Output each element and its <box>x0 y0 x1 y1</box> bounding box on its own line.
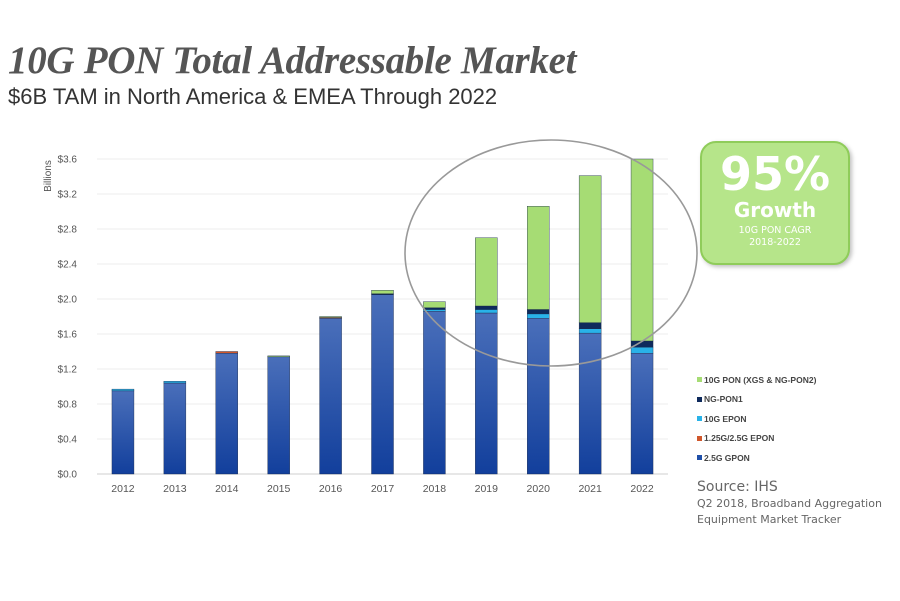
legend-swatch <box>697 455 702 461</box>
bar-segment-2-5g-gpon <box>527 318 550 475</box>
x-tick-label: 2013 <box>163 483 187 495</box>
source-detail-2: Equipment Market Tracker <box>697 513 842 526</box>
bar-segment-10g-epon <box>111 388 135 392</box>
y-tick-label: $2.4 <box>58 260 78 271</box>
bar-segment-2-5g-gpon <box>630 353 654 475</box>
bar-segment-2-5g-gpon <box>319 318 342 475</box>
source-detail-1: Q2 2018, Broadband Aggregation <box>697 497 882 510</box>
x-tick-label: 2021 <box>578 483 602 495</box>
legend-label: 2.5G GPON <box>704 452 750 463</box>
legend-swatch <box>697 396 702 402</box>
legend-swatch <box>697 435 702 441</box>
bar-segment-10g-pon-xgs-ng-pon2- <box>475 237 498 307</box>
bar-segment-ng-pon1 <box>475 305 498 310</box>
bar-segment-ng-pon1 <box>578 322 602 329</box>
legend-label: 10G PON (XGS & NG-PON2) <box>704 374 817 385</box>
bar-segment-10g-epon <box>527 313 550 319</box>
legend-item: 10G EPON <box>697 409 816 429</box>
bar-segment-1-25g-2-5g-epon <box>215 351 238 354</box>
legend-label: 10G EPON <box>704 413 747 424</box>
y-tick-label: $1.6 <box>58 330 78 341</box>
x-tick-label: 2016 <box>319 483 343 495</box>
y-tick-label: $2.0 <box>58 295 78 306</box>
page-subtitle: $6B TAM in North America & EMEA Through … <box>8 84 498 109</box>
growth-label: Growth <box>733 198 817 222</box>
bar-segment-10g-pon-xgs-ng-pon2- <box>423 301 446 308</box>
x-tick-label: 2015 <box>267 483 291 495</box>
bar-segment-2-5g-gpon <box>371 294 394 475</box>
growth-percent: 95% <box>719 147 831 201</box>
bar-segment-ng-pon1 <box>423 307 446 310</box>
x-tick-label: 2020 <box>527 483 551 495</box>
y-tick-label: $0.8 <box>58 400 78 411</box>
cagr-label: 10G PON CAGR <box>738 225 812 236</box>
legend-item: NG-PON1 <box>697 390 816 410</box>
source-title: Source: IHS <box>697 479 778 495</box>
y-tick-label: $1.2 <box>58 365 78 376</box>
legend-label: NG-PON1 <box>704 394 743 405</box>
x-tick-label: 2017 <box>371 483 395 495</box>
x-tick-label: 2019 <box>475 483 499 495</box>
legend-item: 10G PON (XGS & NG-PON2) <box>697 370 816 390</box>
legend-swatch <box>697 377 702 383</box>
bar-segment-10g-pon-xgs-ng-pon2- <box>371 290 394 294</box>
x-tick-label: 2014 <box>215 483 239 495</box>
bar-segment-10g-pon-xgs-ng-pon2- <box>578 175 602 323</box>
bar-segment-10g-epon <box>475 309 498 314</box>
legend-swatch <box>697 416 702 422</box>
bar-segment-2-5g-gpon <box>111 390 135 475</box>
bar-segment-2-5g-gpon <box>163 382 187 475</box>
bar-segment-10g-pon-xgs-ng-pon2- <box>267 355 290 358</box>
y-tick-label: $2.8 <box>58 225 78 236</box>
bar-segment-10g-epon <box>578 328 602 334</box>
cagr-period: 2018-2022 <box>749 237 801 248</box>
highlight-ellipse <box>404 139 698 367</box>
legend-item: 2.5G GPON <box>697 448 816 468</box>
chart-legend: 10G PON (XGS & NG-PON2) NG-PON1 10G EPON 1.… <box>697 370 816 468</box>
x-tick-label: 2022 <box>630 483 654 495</box>
bar-segment-10g-pon-xgs-ng-pon2- <box>630 158 654 342</box>
x-tick-label: 2018 <box>423 483 447 495</box>
legend-label: 1.25G/2.5G EPON <box>704 433 775 444</box>
legend-item: 1.25G/2.5G EPON <box>697 429 816 449</box>
bar-segment-10g-epon <box>630 346 654 354</box>
bar-segment-2-5g-gpon <box>215 353 238 475</box>
y-axis-label: Billions <box>43 160 54 192</box>
bar-segment-2-5g-gpon <box>578 332 602 475</box>
y-tick-label: $3.2 <box>58 190 78 201</box>
y-tick-label: $0.0 <box>58 470 78 481</box>
y-tick-label: $0.4 <box>58 435 78 446</box>
bar-segment-2-5g-gpon <box>475 312 498 475</box>
bar-segment-2-5g-gpon <box>267 356 290 475</box>
bar-segment-10g-pon-xgs-ng-pon2- <box>319 316 342 318</box>
bar-segment-10g-epon <box>423 309 446 312</box>
bar-segment-2-5g-gpon <box>423 311 446 475</box>
page-title: 10G PON Total Addressable Market <box>8 39 577 82</box>
source-note: Source: IHS Q2 2018, Broadband Aggregati… <box>697 478 882 528</box>
y-tick-label: $3.6 <box>58 155 78 166</box>
bar-segment-10g-pon-xgs-ng-pon2- <box>527 206 550 310</box>
x-tick-label: 2012 <box>111 483 135 495</box>
growth-callout: 95% Growth 10G PON CAGR 2018-2022 <box>700 141 850 265</box>
bar-segment-ng-pon1 <box>527 309 550 315</box>
bar-segment-10g-epon <box>163 381 187 384</box>
